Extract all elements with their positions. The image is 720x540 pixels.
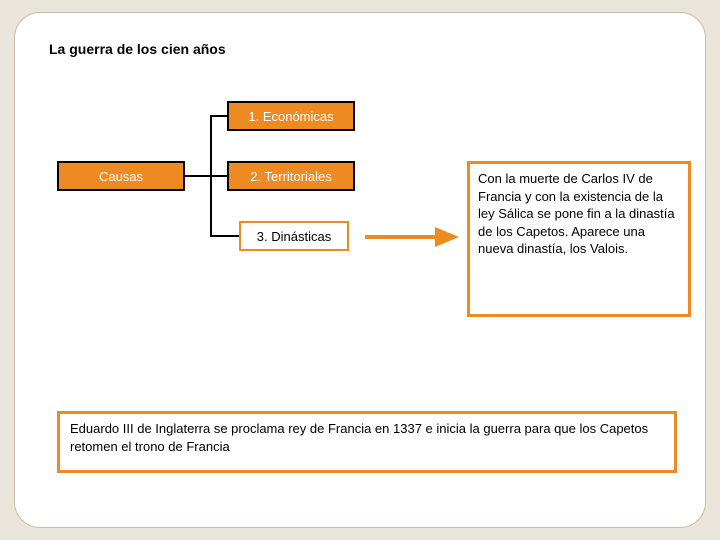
node-territoriales: 2. Territoriales xyxy=(227,161,355,191)
connector-bot xyxy=(210,235,239,237)
node-causas-label: Causas xyxy=(99,169,143,184)
node-causas: Causas xyxy=(57,161,185,191)
slide-frame: La guerra de los cien años Causas 1. Eco… xyxy=(14,12,706,528)
connector-mid xyxy=(210,175,227,177)
slide-title: La guerra de los cien años xyxy=(49,41,226,57)
footer-text: Eduardo III de Inglaterra se proclama re… xyxy=(70,421,648,454)
connector-root xyxy=(185,175,212,177)
footer-box: Eduardo III de Inglaterra se proclama re… xyxy=(57,411,677,473)
node-dinasticas-label: 3. Dinásticas xyxy=(257,229,331,244)
description-box: Con la muerte de Carlos IV de Francia y … xyxy=(467,161,691,317)
node-economicas-label: 1. Económicas xyxy=(248,109,333,124)
description-text: Con la muerte de Carlos IV de Francia y … xyxy=(478,171,675,256)
node-economicas: 1. Económicas xyxy=(227,101,355,131)
connector-top xyxy=(210,115,227,117)
node-territoriales-label: 2. Territoriales xyxy=(250,169,331,184)
arrow-icon xyxy=(363,225,459,249)
node-dinasticas: 3. Dinásticas xyxy=(239,221,349,251)
